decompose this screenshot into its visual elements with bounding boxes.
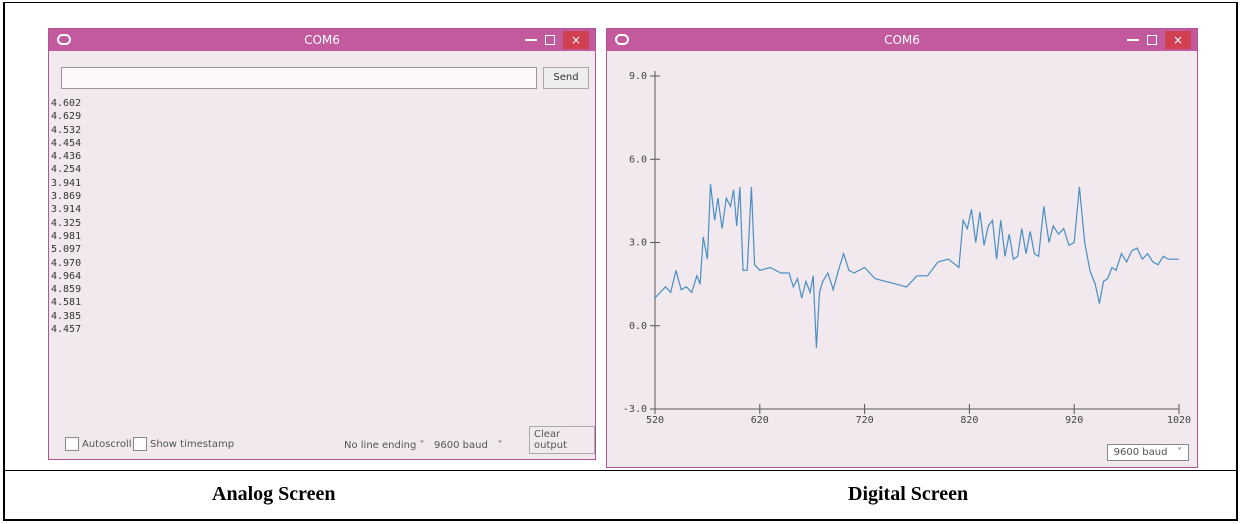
app-icon: [615, 34, 629, 45]
window-buttons: ×: [1127, 31, 1191, 49]
x-tick-label: 1020: [1167, 415, 1191, 426]
maximize[interactable]: [1147, 35, 1157, 45]
baud-select[interactable]: 9600 baud ˅: [434, 440, 503, 451]
x-tick-label: 920: [1065, 415, 1083, 426]
baud-select[interactable]: 9600 baud ˅: [1106, 444, 1189, 461]
output-line: 4.964: [51, 270, 82, 282]
output-line: 4.385: [51, 310, 82, 322]
y-tick-label: 9.0: [629, 71, 647, 82]
output-line: 4.859: [51, 284, 82, 296]
x-tick-label: 820: [960, 415, 978, 426]
output-line: 4.454: [51, 137, 82, 149]
x-tick-label: 520: [646, 415, 664, 426]
close[interactable]: ×: [1165, 31, 1191, 49]
serial-monitor-window: COM6 × Send 4.602 4.629 4.532 4.454 4.436 4.2…: [48, 28, 596, 460]
window-title: COM6: [304, 33, 340, 47]
caption: Analog Screen: [212, 483, 336, 505]
data-line: [654, 184, 1179, 348]
serial-plotter-window: COM6 × -3.0 0.0 3.0 6.0 9.0 520 620 720 820 920 10…: [606, 28, 1198, 468]
y-tick-label: 3.0: [629, 238, 647, 249]
window-buttons: ×: [525, 31, 589, 49]
maximize[interactable]: [545, 35, 555, 45]
x-tick-label: 720: [856, 415, 874, 426]
send-button[interactable]: Send: [543, 67, 589, 89]
autoscroll-option[interactable]: Autoscroll: [65, 437, 132, 451]
window-title: COM6: [884, 33, 920, 47]
x-tick-label: 620: [751, 415, 769, 426]
title-bar: COM6 ×: [49, 29, 595, 51]
minimize[interactable]: [1127, 39, 1139, 41]
output-line: 3.869: [51, 191, 82, 203]
output-line: 4.532: [51, 124, 82, 136]
app-icon: [57, 34, 71, 45]
timestamp-option[interactable]: Show timestamp: [133, 437, 234, 451]
minimize[interactable]: [525, 39, 537, 41]
figure-frame: [3, 2, 1238, 521]
y-tick-label: -3.0: [623, 404, 647, 415]
output-list: 4.602 4.629 4.532 4.454 4.436 4.254 3.941 3.869…: [51, 97, 81, 336]
caption: Digital Screen: [848, 483, 969, 505]
output-line: 4.457: [51, 324, 82, 336]
output-line: 3.941: [51, 177, 82, 189]
send-input[interactable]: [61, 67, 537, 89]
timestamp-label: Show timestamp: [150, 439, 235, 450]
output-line: 4.981: [51, 230, 82, 242]
output-line: 5.097: [51, 244, 82, 256]
autoscroll-label: Autoscroll: [82, 439, 132, 450]
plot: -3.0 0.0 3.0 6.0 9.0 520 620 720 820 920 1020: [623, 71, 1191, 426]
baud-label: 9600 baud: [1113, 447, 1168, 458]
output-line: 4.970: [51, 257, 82, 269]
title-bar: COM6 ×: [607, 29, 1197, 51]
output-line: 4.581: [51, 297, 82, 309]
output-line: 4.629: [51, 111, 82, 123]
output-line: 4.436: [51, 151, 82, 163]
output-line: 4.254: [51, 164, 82, 176]
output-line: 4.602: [51, 98, 82, 109]
close[interactable]: ×: [563, 31, 589, 49]
output-line: 4.325: [51, 217, 82, 229]
output-line: 3.914: [51, 204, 82, 216]
line-ending-select[interactable]: No line ending ˅: [344, 440, 425, 451]
y-tick-label: 6.0: [629, 154, 647, 165]
y-tick-label: 0.0: [629, 321, 647, 332]
clear-button[interactable]: Clear output: [529, 426, 595, 454]
caption-row: [3, 470, 1238, 522]
baud-label: 9600 baud: [434, 440, 488, 451]
line-ending-label: No line ending: [344, 440, 417, 451]
